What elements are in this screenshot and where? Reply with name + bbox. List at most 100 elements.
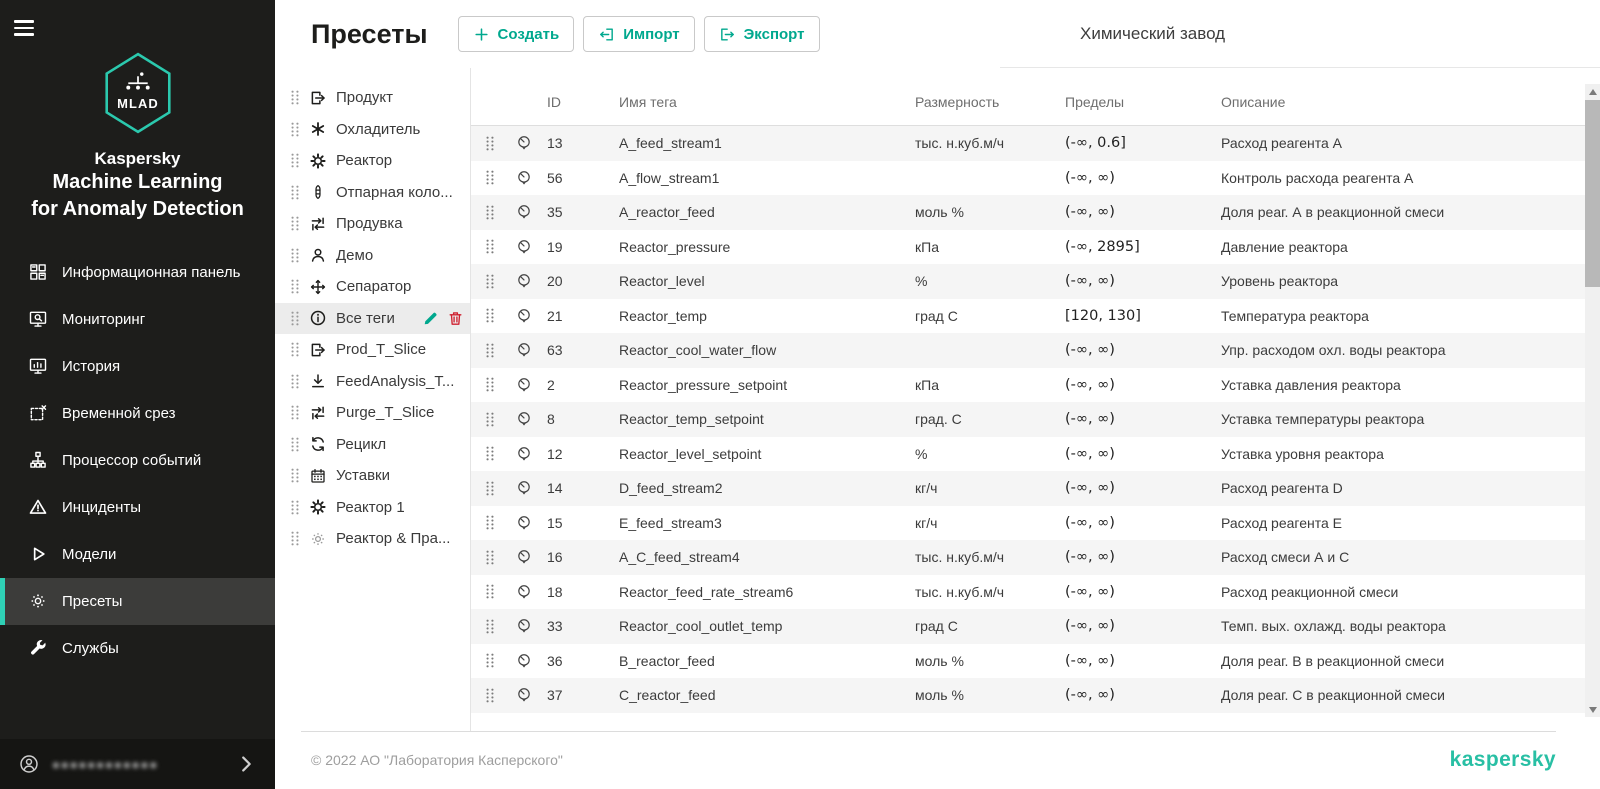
hamburger-menu-button[interactable] bbox=[0, 0, 48, 40]
sidebar-nav-item[interactable]: Инциденты bbox=[0, 484, 275, 531]
drag-handle-icon[interactable] bbox=[290, 279, 300, 294]
cell-description: Уставка давления реактора bbox=[1221, 376, 1401, 393]
sidebar-nav-item[interactable]: Мониторинг bbox=[0, 296, 275, 343]
preset-list-item[interactable]: Реактор 1 bbox=[275, 492, 470, 524]
drag-handle-icon[interactable] bbox=[485, 412, 495, 427]
chevron-right-icon[interactable] bbox=[235, 753, 257, 775]
drag-handle-icon[interactable] bbox=[485, 274, 495, 289]
sidebar-nav-item[interactable]: Информационная панель bbox=[0, 249, 275, 296]
drag-handle-icon[interactable] bbox=[290, 311, 300, 326]
sidebar-nav-item[interactable]: История bbox=[0, 343, 275, 390]
drag-handle-icon[interactable] bbox=[290, 185, 300, 200]
gauge-tag-icon bbox=[515, 514, 533, 532]
table-row[interactable]: 19 Reactor_pressure кПа (-∞, 2895] Давле… bbox=[471, 230, 1585, 265]
table-scrollbar[interactable] bbox=[1585, 84, 1600, 717]
drag-handle-icon[interactable] bbox=[290, 468, 300, 483]
toolbar-button[interactable]: Создать bbox=[457, 16, 575, 52]
drag-handle-icon[interactable] bbox=[485, 239, 495, 254]
drag-handle-icon[interactable] bbox=[485, 136, 495, 151]
preset-list-item[interactable]: Продукт bbox=[275, 82, 470, 114]
preset-list-item[interactable]: Все теги bbox=[275, 302, 470, 334]
nav-item-label: Временной срез bbox=[62, 404, 176, 422]
drag-handle-icon[interactable] bbox=[290, 122, 300, 137]
preset-label: Prod_T_Slice bbox=[336, 341, 427, 359]
table-row[interactable]: 14 D_feed_stream2 кг/ч (-∞, ∞) Расход ре… bbox=[471, 471, 1585, 506]
scrollbar-up-arrow[interactable] bbox=[1585, 84, 1600, 99]
table-row[interactable]: 36 B_reactor_feed моль % (-∞, ∞) Доля ре… bbox=[471, 644, 1585, 679]
preset-list-item[interactable]: Сепаратор bbox=[275, 271, 470, 303]
preset-list-item[interactable]: Демо bbox=[275, 240, 470, 272]
preset-list-item[interactable]: Продувка bbox=[275, 208, 470, 240]
table-row[interactable]: 35 A_reactor_feed моль % (-∞, ∞) Доля ре… bbox=[471, 195, 1585, 230]
drag-handle-icon[interactable] bbox=[290, 437, 300, 452]
preset-list-item[interactable]: Реактор bbox=[275, 145, 470, 177]
table-row[interactable]: 33 Reactor_cool_outlet_temp град С (-∞, … bbox=[471, 609, 1585, 644]
drag-handle-icon[interactable] bbox=[485, 205, 495, 220]
scrollbar-down-arrow[interactable] bbox=[1585, 702, 1600, 717]
preset-list-item[interactable]: Prod_T_Slice bbox=[275, 334, 470, 366]
toolbar-button[interactable]: Импорт bbox=[583, 16, 695, 52]
drag-handle-icon[interactable] bbox=[290, 500, 300, 515]
user-account-bar[interactable]: ●●●●●●●●●●●● bbox=[0, 739, 275, 789]
table-row[interactable]: 18 Reactor_feed_rate_stream6 тыс. н.куб.… bbox=[471, 575, 1585, 610]
edit-preset-icon[interactable] bbox=[422, 310, 439, 327]
sidebar-nav-item[interactable]: Процессор событий bbox=[0, 437, 275, 484]
table-row[interactable]: 16 A_C_feed_stream4 тыс. н.куб.м/ч (-∞, … bbox=[471, 540, 1585, 575]
drag-handle-icon[interactable] bbox=[290, 90, 300, 105]
table-row[interactable]: 37 C_reactor_feed моль % (-∞, ∞) Доля ре… bbox=[471, 678, 1585, 713]
drag-handle-icon[interactable] bbox=[290, 374, 300, 389]
preset-list-item[interactable]: FeedAnalysis_T... bbox=[275, 366, 470, 398]
drag-handle-icon[interactable] bbox=[485, 343, 495, 358]
drag-handle-icon[interactable] bbox=[485, 308, 495, 323]
nav-item-label: Пресеты bbox=[62, 592, 123, 610]
preset-list-item[interactable]: Уставки bbox=[275, 460, 470, 492]
table-row[interactable]: 20 Reactor_level % (-∞, ∞) Уровень реакт… bbox=[471, 264, 1585, 299]
sidebar-nav-item[interactable]: Модели bbox=[0, 531, 275, 578]
drag-handle-icon[interactable] bbox=[485, 377, 495, 392]
drag-handle-icon[interactable] bbox=[290, 405, 300, 420]
preset-list-item[interactable]: Отпарная коло... bbox=[275, 177, 470, 209]
drag-handle-icon[interactable] bbox=[485, 619, 495, 634]
table-row[interactable]: 12 Reactor_level_setpoint % (-∞, ∞) Уста… bbox=[471, 437, 1585, 472]
drag-handle-icon[interactable] bbox=[290, 216, 300, 231]
gauge-tag-icon bbox=[515, 272, 533, 290]
cell-id: 12 bbox=[547, 445, 563, 462]
drag-handle-icon[interactable] bbox=[290, 153, 300, 168]
scrollbar-thumb[interactable] bbox=[1585, 100, 1600, 287]
preset-type-icon bbox=[309, 246, 327, 264]
drag-handle-icon[interactable] bbox=[485, 170, 495, 185]
cell-tag-name: Reactor_temp_setpoint bbox=[619, 411, 764, 428]
table-row[interactable]: 15 E_feed_stream3 кг/ч (-∞, ∞) Расход ре… bbox=[471, 506, 1585, 541]
drag-handle-icon[interactable] bbox=[485, 550, 495, 565]
drag-handle-icon[interactable] bbox=[485, 688, 495, 703]
toolbar-button[interactable]: Экспорт bbox=[703, 16, 820, 52]
cell-limits: (-∞, ∞) bbox=[1065, 583, 1115, 600]
table-row[interactable]: 21 Reactor_temp град С [120, 130] Темпер… bbox=[471, 299, 1585, 334]
table-row[interactable]: 2 Reactor_pressure_setpoint кПа (-∞, ∞) … bbox=[471, 368, 1585, 403]
sidebar-nav-item[interactable]: Пресеты bbox=[0, 577, 275, 625]
preset-list-item[interactable]: Реактор & Пра... bbox=[275, 523, 470, 555]
preset-list-item[interactable]: Рецикл bbox=[275, 429, 470, 461]
drag-handle-icon[interactable] bbox=[290, 248, 300, 263]
cell-dimension: кПа bbox=[915, 376, 939, 393]
table-row[interactable]: 13 A_feed_stream1 тыс. н.куб.м/ч (-∞, 0.… bbox=[471, 126, 1585, 161]
sidebar-nav-item[interactable]: Временной срез bbox=[0, 390, 275, 437]
cell-tag-name: A_reactor_feed bbox=[619, 204, 715, 221]
table-row[interactable]: 56 A_flow_stream1 (-∞, ∞) Контроль расхо… bbox=[471, 161, 1585, 196]
drag-handle-icon[interactable] bbox=[485, 653, 495, 668]
cell-dimension: моль % bbox=[915, 652, 964, 669]
preset-type-icon bbox=[309, 278, 327, 296]
drag-handle-icon[interactable] bbox=[485, 481, 495, 496]
drag-handle-icon[interactable] bbox=[290, 342, 300, 357]
delete-preset-icon[interactable] bbox=[447, 310, 464, 327]
preset-list-item[interactable]: Purge_T_Slice bbox=[275, 397, 470, 429]
table-row[interactable]: 63 Reactor_cool_water_flow (-∞, ∞) Упр. … bbox=[471, 333, 1585, 368]
drag-handle-icon[interactable] bbox=[485, 446, 495, 461]
drag-handle-icon[interactable] bbox=[485, 515, 495, 530]
cell-dimension: тыс. н.куб.м/ч bbox=[915, 135, 1005, 152]
drag-handle-icon[interactable] bbox=[290, 531, 300, 546]
table-row[interactable]: 8 Reactor_temp_setpoint град. С (-∞, ∞) … bbox=[471, 402, 1585, 437]
drag-handle-icon[interactable] bbox=[485, 584, 495, 599]
preset-list-item[interactable]: Охладитель bbox=[275, 114, 470, 146]
sidebar-nav-item[interactable]: Службы bbox=[0, 625, 275, 672]
